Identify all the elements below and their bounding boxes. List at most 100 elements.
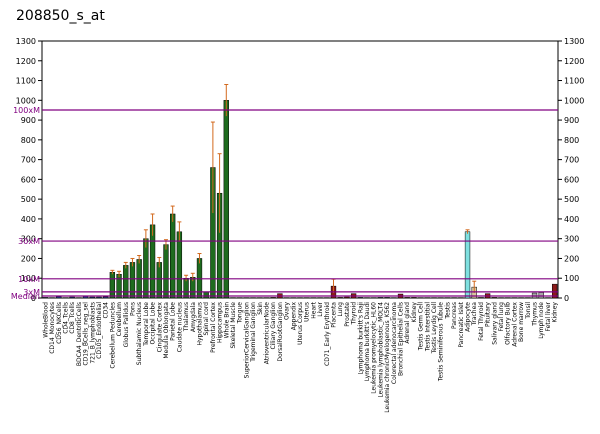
bar: [377, 297, 384, 299]
x-category-label: Olfactory Bulb: [505, 302, 512, 345]
x-category-label: Spinal cord: [203, 302, 210, 336]
x-category-label: CD56_NKCells: [56, 302, 63, 344]
bar: [511, 297, 518, 299]
x-category-label: Medulla Oblongata: [163, 302, 170, 359]
reference-line-label: 3xM: [23, 288, 40, 297]
y-tick-label-left: 100: [21, 274, 36, 283]
bar: [290, 297, 296, 299]
y-tick-label-right: 700: [564, 156, 579, 165]
x-category-label: Fetal liver: [545, 301, 552, 331]
x-category-label: Temporal Lobe: [143, 302, 150, 347]
bar: [324, 297, 330, 299]
x-category-label: CD4_Tcells: [62, 302, 69, 334]
bar: [438, 297, 444, 299]
x-category-label: Tongue: [237, 302, 244, 325]
x-category-label: Fetal Thyroid: [478, 302, 485, 341]
bar: [56, 296, 62, 299]
bar: [304, 297, 310, 299]
bar: [250, 297, 256, 299]
x-category-label: Adrenal Cortex: [511, 302, 518, 347]
x-category-label: CD14_Monocytes: [49, 302, 56, 354]
y-tick-label-left: 900: [21, 116, 36, 125]
y-tick-label-left: 800: [21, 136, 36, 145]
x-category-label: Pons: [129, 302, 136, 316]
x-category-label: Testis Leydig Cell: [431, 302, 438, 355]
x-category-label: Heart: [310, 301, 317, 318]
y-tick-label-right: 1300: [564, 37, 584, 46]
x-category-label: Testis Germ Cell: [418, 302, 425, 352]
reference-line-label: 100xM: [13, 106, 40, 115]
x-category-label: Tonsil: [525, 302, 532, 320]
y-tick-label-right: 900: [564, 116, 579, 125]
bar: [337, 297, 343, 299]
bar: [156, 262, 162, 299]
x-category-label: Prefrontal Cortex: [210, 302, 217, 353]
plot-frame: [41, 40, 559, 299]
y-tick-label-right: 200: [564, 254, 579, 263]
bar: [263, 297, 270, 299]
x-category-label: Liver: [317, 301, 324, 316]
x-category-label: BDCA4_DentriticCells: [76, 302, 83, 366]
bar: [223, 100, 229, 299]
x-category-label: CD105_Endothelial: [96, 302, 103, 359]
y-tick-label-left: 300: [21, 235, 36, 244]
bar: [364, 297, 370, 299]
bar: [283, 297, 290, 299]
x-category-label: Adipocyte: [465, 302, 472, 332]
reference-line-label: 30xM: [18, 237, 40, 246]
x-category-label: Pancreas: [451, 302, 458, 329]
bar: [297, 297, 303, 299]
x-category-label: Lymphoma burkitt's Daudi: [364, 302, 371, 381]
bar: [123, 265, 129, 299]
bar: [505, 297, 511, 299]
y-tick-label-left: 200: [21, 254, 36, 263]
x-category-label: Skin: [257, 302, 264, 315]
x-category-label: Thalamus: [183, 302, 190, 332]
x-category-label: Uterus: [304, 302, 311, 322]
bar: [525, 297, 531, 299]
bar: [176, 231, 183, 299]
x-category-label: Trigeminal Ganglion: [250, 302, 257, 363]
x-category-label: Lung: [337, 302, 344, 317]
x-category-label: WholeBlood: [42, 302, 49, 338]
bar: [545, 297, 551, 299]
y-tick-label-left: 1200: [16, 57, 36, 66]
bar: [310, 297, 317, 299]
y-tick-label-left: 0: [31, 294, 36, 303]
y-tick-label-right: 300: [564, 235, 579, 244]
x-category-label: Cingulate Cortex: [156, 302, 163, 353]
x-category-label: Testis Seminiferous Tubule: [438, 302, 445, 382]
bar: [357, 297, 363, 299]
x-category-label: Ciliary Ganglion: [270, 302, 277, 350]
x-category-label: Placenta: [331, 302, 338, 328]
x-category-label: CD34: [103, 302, 110, 319]
x-category-label: Skeletal Muscle: [230, 302, 237, 349]
bar: [102, 296, 109, 299]
x-category-label: Kidney: [552, 302, 559, 323]
bar: [371, 297, 377, 299]
x-category-label: Pituitary: [485, 302, 492, 327]
x-category-label: CD71_Early Erythroid: [324, 302, 331, 366]
bar: [129, 262, 136, 299]
x-category-label: Colorectal adenocarcinoma: [391, 302, 398, 384]
x-category-label: Hippocampus: [217, 302, 224, 343]
bar: [116, 274, 122, 299]
bar: [203, 291, 209, 299]
bar: [424, 297, 430, 299]
x-category-label: Leukemia lymphoblastic_MOLT4: [377, 302, 384, 398]
x-category-label: Leukemia promyelocytic_HL60: [371, 302, 378, 394]
x-category-label: Bronchial Epithelial Cells: [398, 302, 405, 376]
x-category-label: Testis: [444, 302, 451, 320]
x-category-label: Ovary: [284, 302, 291, 320]
y-tick-label-right: 1100: [564, 77, 584, 86]
x-category-label: Cerebellum: [116, 302, 123, 337]
x-category-label: Globus Pallidus: [123, 302, 130, 347]
x-category-label: CD8_Tcells: [69, 302, 76, 334]
x-category-label: Prostate: [344, 302, 351, 327]
bar: [431, 297, 437, 299]
reference-line-label: Median: [11, 292, 40, 301]
y-tick-label-right: 500: [564, 195, 579, 204]
x-category-label: Whole Brain: [223, 302, 230, 339]
x-category-label: AtrioventricularNode: [263, 302, 270, 365]
